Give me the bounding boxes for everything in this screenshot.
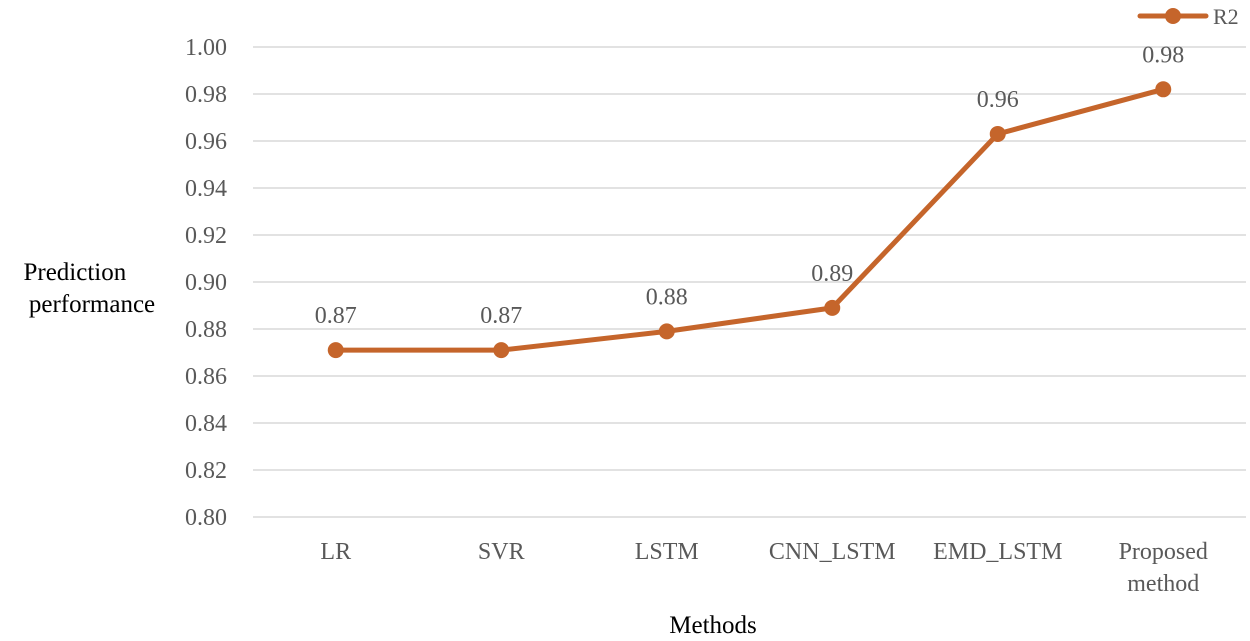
y-tick-label: 0.82: [185, 458, 227, 484]
data-label: 0.96: [977, 87, 1019, 113]
x-category-label-line: LR: [320, 539, 351, 565]
data-point: [824, 299, 841, 316]
x-category-label-line: method: [1127, 571, 1199, 597]
y-tick-label: 0.98: [185, 82, 227, 108]
x-category-label: LSTM: [635, 539, 699, 565]
y-tick-label: 0.96: [185, 129, 227, 155]
y-axis-title-line-2: performance: [29, 291, 155, 318]
data-label: 0.87: [480, 303, 522, 329]
data-label: 0.87: [315, 303, 357, 329]
series-r2: [327, 81, 1172, 359]
y-tick-label: 0.84: [185, 411, 227, 437]
data-label: 0.88: [646, 284, 688, 310]
y-tick-label: 0.80: [185, 505, 227, 531]
x-axis-title: Methods: [669, 612, 757, 639]
series-line: [333, 86, 1166, 353]
data-point: [658, 323, 675, 340]
y-tick-label: 0.90: [185, 270, 227, 296]
y-tick-label: 0.88: [185, 317, 227, 343]
x-category-label-line: CNN_LSTM: [769, 539, 896, 565]
data-labels: 0.87 0.87 0.88 0.89 0.96 0.98: [315, 42, 1185, 329]
legend-label: R2: [1213, 4, 1239, 29]
x-category-label: CNN_LSTM: [769, 539, 896, 565]
y-axis-ticks: 0.80 0.82 0.84 0.86 0.88 0.90 0.92 0.94 0.96 0.98…: [185, 35, 227, 531]
x-category-label-line: SVR: [478, 539, 525, 565]
x-category-label-line: EMD_LSTM: [933, 539, 1062, 565]
y-tick-label: 0.94: [185, 176, 227, 202]
y-tick-label: 0.92: [185, 223, 227, 249]
y-tick-label: 1.00: [185, 35, 227, 61]
y-tick-label: 0.86: [185, 364, 227, 390]
legend-marker: [1165, 8, 1181, 24]
data-point: [1155, 81, 1172, 98]
x-category-label: EMD_LSTM: [933, 539, 1062, 565]
y-axis-title: Prediction performance: [23, 259, 155, 318]
y-axis-title-line-1: Prediction: [23, 259, 126, 286]
x-category-label-line: LSTM: [635, 539, 699, 565]
x-category-label: LR: [320, 539, 351, 565]
data-point: [989, 125, 1006, 142]
data-point: [493, 342, 510, 359]
legend: R2: [1137, 4, 1239, 29]
x-category-label: SVR: [478, 539, 525, 565]
x-category-label-line: Proposed: [1119, 539, 1208, 565]
data-point: [327, 342, 344, 359]
x-category-label: Proposed method: [1119, 539, 1208, 597]
data-label: 0.89: [811, 261, 853, 287]
gridlines: [253, 46, 1246, 518]
data-label: 0.98: [1142, 42, 1184, 68]
x-axis-categories: LR SVR LSTM CNN_LSTM EMD_LSTM Proposed method: [320, 539, 1208, 597]
